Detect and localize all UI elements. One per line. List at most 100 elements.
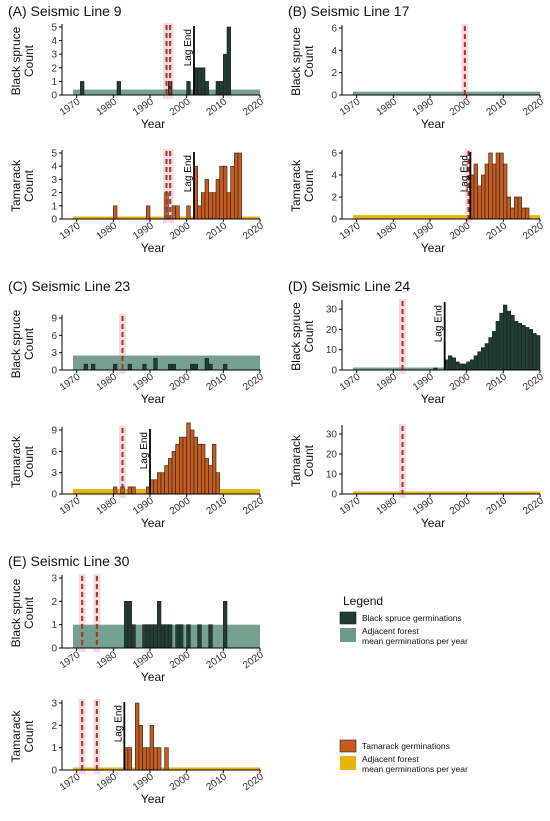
y-axis-label-line2: Count [302,169,316,202]
bar-2010 [223,363,228,371]
plot-b-spruce: 0 2 4 6 1970 1980 1990 2000 2010 2020 Year Black sp… [289,24,546,132]
y-tick-label: 0 [331,366,337,377]
bar-2001 [470,359,475,371]
y-tick-label: 2 [51,188,57,199]
y-tick-label: 0 [331,490,337,501]
bar-2002 [193,363,198,371]
bar-2005 [204,358,209,371]
bar-2006 [488,337,493,371]
bar-2011 [226,192,231,220]
bar-1980 [113,486,118,495]
bar-2008 [215,81,220,96]
bar-1996 [171,363,176,371]
bar-2007 [492,331,497,371]
legend-tam-band-label-1: Adjacent forest [362,754,419,764]
x-axis-label: Year [141,670,165,684]
bar-1994 [164,747,169,771]
adjacent-forest-band [73,355,260,370]
bar-1986 [135,702,140,771]
plot-e-spruce: 0 1 2 3 1970 1980 1990 2000 2010 2020 Year Black sp… [9,574,266,685]
plot-d-tamarack: 0 10 20 30 1970 1980 1990 2000 2010 2020 Year Tamar… [289,424,546,530]
bar-2005 [484,163,489,220]
y-axis-label-line1: Tamarack [9,709,23,762]
x-axis-label: Year [141,117,165,131]
plot-e-tamarack: Lag End 0 1 2 3 1970 1980 1990 2000 2010 2020 Year T… [9,699,266,807]
panel-e-title: (E) Seismic Line 30 [8,553,130,569]
y-tick-label: 0 [51,366,57,377]
bar-2000 [186,624,191,649]
y-tick-label: 20 [326,325,338,336]
bar-1984 [127,601,132,649]
x-tick-label: 1970 [58,649,83,671]
bar-1972 [83,363,88,371]
legend-swatch-spruce-band [340,628,356,642]
y-axis-label-line1: Tamarack [9,159,23,212]
y-tick-label: 30 [326,305,338,316]
bar-2019 [536,335,541,371]
bar-2010 [503,304,508,371]
y-tick-label: 2 [51,597,57,608]
x-tick-label: 2020 [521,495,546,517]
x-tick-label: 1980 [95,771,120,793]
y-axis-label-line1: Black spruce [9,309,23,378]
bar-2015 [521,207,526,220]
x-axis-label: Year [141,392,165,406]
x-tick-label: 2000 [168,495,193,517]
bar-2007 [212,443,217,495]
lag-end-label: Lag End [434,305,445,342]
y-tick-label: 3 [51,50,57,61]
y-axis-label-line2: Count [22,720,36,753]
bar-1991 [153,479,158,495]
bar-1995 [168,458,173,495]
x-tick-label: 2020 [521,96,546,118]
bar-1997 [175,624,180,649]
x-tick-label: 2020 [521,371,546,393]
x-tick-label: 1990 [411,371,436,393]
x-tick-label: 1990 [131,771,156,793]
x-tick-label: 2000 [448,220,473,242]
y-tick-label: 9 [51,426,57,437]
lag-end-label: Lag End [113,705,124,742]
y-tick-label: 6 [51,331,57,342]
x-axis-label: Year [421,241,445,255]
x-axis-label: Year [421,117,445,131]
x-tick-label: 1970 [338,220,363,242]
plot-b-tamarack: Lag End 0 2 4 6 1970 1980 1990 2000 2010 2020 Year T… [289,149,546,256]
bar-2003 [477,351,482,371]
bar-2008 [495,152,500,220]
bar-1984 [127,747,132,771]
legend-tam-band-label-2: mean germinations per year [362,764,468,774]
y-tick-label: 5 [51,23,57,34]
plot-a-spruce: Lag End 0 1 2 3 4 5 1970 1980 1990 2000 2010 2020 Yea… [9,23,266,132]
y-axis-label-line1: Tamarack [9,435,23,488]
y-tick-label: 5 [51,149,57,160]
x-axis-label: Year [141,792,165,806]
y-tick-label: 3 [51,175,57,186]
bar-2010 [223,601,228,649]
x-tick-label: 1990 [411,220,436,242]
bar-2001 [190,429,195,495]
bar-1996 [171,451,176,495]
y-tick-label: 2 [51,721,57,732]
x-tick-label: 1980 [375,96,400,118]
x-tick-label: 1980 [95,371,120,393]
x-tick-label: 1980 [375,495,400,517]
legend-swatch-spruce-germ [339,611,357,625]
y-axis-label-line1: Black spruce [9,578,23,647]
x-tick-label: 1970 [58,771,83,793]
x-tick-label: 2020 [241,371,266,393]
bar-1996 [451,357,456,371]
bar-1993 [160,472,165,495]
plot-a-tamarack: Lag End 0 1 2 3 4 5 1970 1980 1990 2000 2010 2020 Yea… [9,149,266,256]
x-tick-label: 2010 [205,220,230,242]
x-tick-label: 2010 [485,220,510,242]
bar-2017 [528,329,533,371]
x-tick-label: 1970 [58,495,83,517]
bar-2004 [481,347,486,371]
panel-b-title: (B) Seismic Line 17 [288,3,410,19]
bar-1988 [142,624,147,649]
bar-2010 [223,53,228,96]
bar-2000 [186,205,191,220]
bar-2005 [204,458,209,495]
y-axis-label-line2: Count [302,320,316,353]
